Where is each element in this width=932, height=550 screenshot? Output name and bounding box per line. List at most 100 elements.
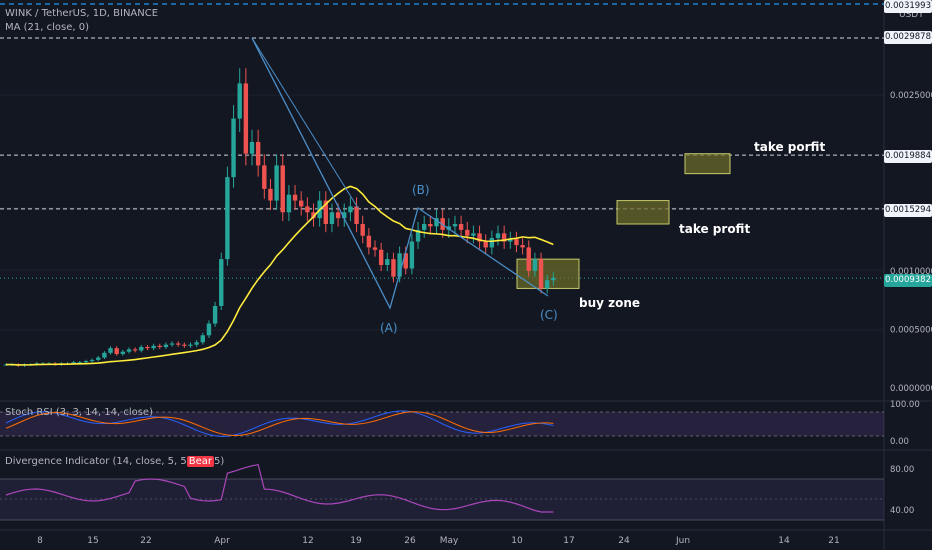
time-axis-label: 14 [778, 536, 790, 546]
candle-body [452, 224, 458, 227]
candle-body [225, 177, 230, 260]
candle-body [483, 241, 488, 248]
candle-body [231, 118, 236, 178]
div-level-80: 80.00 [890, 465, 914, 475]
candle-body [458, 224, 464, 230]
candle-body [255, 142, 261, 166]
candle-body [551, 277, 556, 281]
ma-line [6, 185, 554, 366]
candle-body [409, 241, 415, 269]
candle-body [323, 200, 328, 225]
stoch-k-line [5, 410, 554, 437]
price-tag-peak: 0.0029878 [884, 31, 932, 44]
candle-body [120, 351, 126, 355]
candle-body [280, 165, 285, 213]
candle-body [311, 212, 316, 219]
candle-body [385, 259, 390, 266]
candle-body [372, 247, 378, 250]
time-axis-label: 15 [87, 536, 98, 546]
time-axis-label: 21 [828, 536, 839, 546]
time-axis-label: May [440, 536, 459, 546]
candle-body [391, 259, 396, 277]
candle-body [378, 249, 384, 266]
candle-body [329, 212, 335, 225]
time-axis-label: Apr [214, 536, 230, 546]
divergence-band [0, 479, 884, 520]
take-profit-label: take profit [679, 222, 751, 236]
wave-c-label: (C) [540, 308, 558, 322]
candle-body [132, 349, 138, 351]
candle-body [262, 165, 267, 189]
candle-body [354, 206, 359, 225]
price-tag-current: 0.0009382 [884, 274, 932, 287]
candle-body [151, 345, 156, 349]
time-axis-label: 24 [618, 536, 630, 546]
candle-body [477, 233, 482, 242]
candle-body [545, 280, 550, 289]
time-axis-label: 8 [37, 536, 43, 546]
candle-body [360, 224, 365, 236]
stoch-rsi-legend: Stoch RSI (3, 3, 14, 14, close) [5, 407, 153, 418]
candle-body [305, 206, 310, 213]
candle-body [182, 344, 187, 346]
divergence-title-prefix: Divergence Indicator (14, close, 5, 5 [5, 456, 187, 467]
candle-body [342, 212, 347, 219]
candle-body [163, 344, 169, 348]
candle-body [102, 352, 107, 358]
candle-body [96, 357, 101, 360]
candle-body [348, 206, 353, 213]
stoch-level-100: 100.00 [890, 400, 920, 410]
price-axis-ticks: 0.0025000 0.0010000 0.0005000 0.0000000 [890, 91, 932, 394]
candle-body [114, 348, 119, 355]
time-axis-label: 17 [563, 536, 574, 546]
take-profit-box [616, 200, 670, 225]
top-price-tag: 0.0031993 [884, 0, 932, 13]
candle-body [243, 83, 249, 154]
candle-body [176, 343, 181, 345]
time-axis-label: 12 [302, 536, 313, 546]
candle-body [249, 142, 255, 154]
candle-body [397, 253, 402, 277]
time-axis-label: 26 [404, 536, 416, 546]
candle-body [108, 348, 113, 353]
candle-body [415, 229, 421, 242]
candle-body [219, 259, 224, 307]
candle-body [139, 347, 144, 351]
stoch-level-0: 0.00 [890, 437, 909, 447]
time-axis-label: 22 [140, 536, 151, 546]
wave-extension-line [251, 37, 359, 209]
wave-a-label: (A) [380, 321, 398, 335]
candle-body [465, 229, 470, 236]
divergence-title-suffix: 5) [213, 456, 225, 467]
candle-body [286, 194, 292, 213]
candle-body [169, 343, 175, 345]
candle-body [89, 359, 95, 362]
candle-body [403, 253, 408, 269]
take-profit-2-label: take porfit [754, 140, 826, 154]
candle-body [206, 323, 212, 336]
divergence-line [5, 463, 554, 513]
divergence-legend: Divergence Indicator (14, close, 5, 5 Bea… [5, 456, 224, 467]
ma-legend: MA (21, close, 0) [5, 22, 90, 33]
price-tick-label: 0.0000000 [890, 384, 932, 394]
candle-body [200, 335, 205, 343]
candle-body [83, 361, 89, 363]
candles [3, 68, 556, 367]
symbol-legend: WINK / TetherUS, 1D, BINANCE [5, 8, 159, 19]
candle-body [126, 349, 132, 352]
buy-zone-label: buy zone [579, 296, 641, 310]
candle-body [292, 194, 298, 201]
candle-body [274, 165, 279, 201]
candle-body [508, 239, 513, 242]
wave-b-label: (B) [412, 183, 430, 197]
time-axis-label: Jun [675, 536, 690, 546]
candle-body [501, 233, 507, 242]
candle-body [538, 259, 544, 289]
candle-body [145, 347, 150, 349]
bear-tag: Bear [186, 456, 214, 467]
candle-body [194, 342, 199, 345]
candle-body [157, 345, 162, 348]
candle-body [526, 247, 531, 271]
time-axis-label: 19 [350, 536, 362, 546]
